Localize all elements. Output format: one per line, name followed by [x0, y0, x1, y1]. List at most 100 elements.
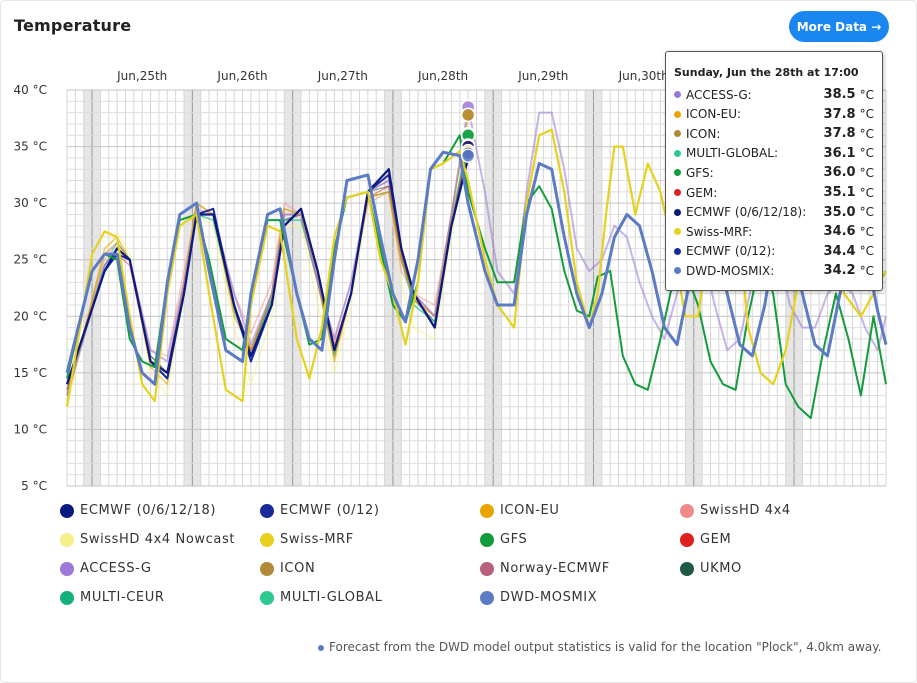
legend-item-ukmo[interactable]: UKMO [680, 561, 742, 576]
tooltip-dot-icon [674, 208, 681, 216]
tooltip-title: Sunday, Jun the 28th at 17:00 [674, 66, 859, 79]
tooltip-row: GFS: 36.0 °C [674, 163, 874, 182]
x-tick-label: Jun,26th [216, 69, 267, 83]
legend-label: GFS [500, 532, 528, 547]
tooltip-row: DWD-MOSMIX: 34.2 °C [674, 261, 874, 280]
tooltip-dot-icon [674, 228, 681, 236]
legend-item-swiss-mrf[interactable]: Swiss-MRF [260, 532, 354, 547]
y-tick-label: 40 °C [14, 83, 47, 97]
legend-dot-icon [260, 503, 274, 518]
y-tick-label: 5 °C [21, 479, 47, 493]
y-tick-label: 25 °C [14, 253, 47, 267]
legend-dot-icon [60, 532, 74, 547]
legend-item-icon[interactable]: ICON [260, 561, 315, 576]
tooltip-value: 36.0 [823, 165, 856, 181]
tooltip-unit: °C [859, 165, 874, 180]
legend-item-multi-ceur[interactable]: MULTI-CEUR [60, 590, 165, 605]
legend-dot-icon [260, 561, 274, 576]
legend-label: UKMO [700, 561, 742, 576]
legend-label: ECMWF (0/6/12/18) [80, 503, 217, 518]
tooltip-row: ACCESS-G: 38.5 °C [674, 85, 874, 104]
legend-dot-icon [60, 590, 74, 605]
legend-item-gem[interactable]: GEM [680, 532, 731, 547]
legend-item-swisshd-4x4-nowcast[interactable]: SwissHD 4x4 Nowcast [60, 532, 235, 547]
legend-dot-icon [260, 532, 274, 547]
tooltip-dot-icon [674, 130, 681, 138]
tooltip-model-name: GEM: [686, 185, 718, 200]
tooltip-value: 34.4 [823, 243, 856, 259]
x-tick-label: Jun,28th [417, 69, 468, 83]
legend-label: DWD-MOSMIX [500, 590, 598, 605]
tooltip-row: GEM: 35.1 °C [674, 183, 874, 202]
legend-dot-icon [60, 561, 74, 576]
y-tick-label: 35 °C [14, 140, 47, 154]
more-data-button[interactable]: More Data → [789, 11, 889, 42]
legend-label: ICON-EU [500, 503, 560, 518]
tooltip-value: 37.8 [823, 106, 856, 122]
tooltip-unit: °C [859, 146, 874, 161]
legend-dot-icon [680, 503, 694, 518]
tooltip-row: ICON-EU: 37.8 °C [674, 105, 874, 124]
tooltip-value: 35.1 [823, 185, 856, 200]
legend-item-access-g[interactable]: ACCESS-G [60, 561, 152, 576]
tooltip-row: ECMWF (0/6/12/18): 35.0 °C [674, 203, 874, 222]
legend-label: Norway-ECMWF [500, 561, 610, 576]
legend-dot-icon [480, 532, 494, 547]
y-tick-label: 15 °C [14, 366, 47, 380]
tooltip-model-name: Swiss-MRF: [686, 224, 753, 239]
tooltip-row: MULTI-GLOBAL: 36.1 °C [674, 144, 874, 163]
hover-marker [460, 107, 476, 123]
legend-item-norway-ecmwf[interactable]: Norway-ECMWF [480, 561, 610, 576]
hover-marker [460, 148, 476, 163]
legend-dot-icon [680, 532, 694, 547]
widget-title: Temperature [14, 16, 132, 35]
footnote-text: Forecast from the DWD model output stati… [329, 640, 882, 654]
legend-dot-icon [480, 590, 494, 605]
tooltip-value: 37.8 [823, 126, 856, 142]
legend-item-icon-eu[interactable]: ICON-EU [480, 503, 560, 518]
tooltip-model-name: ECMWF (0/6/12/18): [686, 205, 807, 220]
tooltip-dot-icon [674, 247, 681, 255]
legend-item-ecmwf-0-12[interactable]: ECMWF (0/12) [260, 503, 380, 518]
tooltip-unit: °C [859, 87, 874, 102]
legend-item-multi-global[interactable]: MULTI-GLOBAL [260, 590, 382, 605]
tooltip-row: ICON: 37.8 °C [674, 124, 874, 143]
tooltip-model-name: ICON: [686, 126, 721, 141]
legend-item-dwd-mosmix[interactable]: DWD-MOSMIX [480, 590, 597, 605]
tooltip-dot-icon [674, 169, 681, 177]
tooltip-model-name: DWD-MOSMIX: [686, 263, 775, 278]
footnote-dot-icon [318, 644, 324, 651]
tooltip-value: 35.0 [823, 204, 856, 220]
tooltip-value: 36.1 [823, 145, 856, 161]
legend-label: MULTI-GLOBAL [280, 590, 383, 605]
tooltip-model-name: ACCESS-G: [686, 87, 752, 102]
series-line-dwd-mosmix [65, 150, 888, 386]
legend-item-swisshd-4x4[interactable]: SwissHD 4x4 [680, 503, 791, 518]
chart-tooltip: Sunday, Jun the 28th at 17:00 ACCESS-G: 3… [665, 51, 883, 291]
legend-label: ACCESS-G [80, 561, 152, 576]
legend-label: ICON [280, 561, 316, 576]
tooltip-unit: °C [859, 126, 874, 141]
tooltip-unit: °C [859, 107, 874, 122]
tooltip-model-name: ECMWF (0/12): [686, 244, 776, 259]
legend-dot-icon [680, 561, 694, 576]
tooltip-value: 38.5 [823, 87, 856, 102]
legend-item-ecmwf-0-6-12-18[interactable]: ECMWF (0/6/12/18) [60, 503, 216, 518]
legend-label: Swiss-MRF [280, 532, 354, 547]
tooltip-model-name: GFS: [686, 165, 714, 180]
tooltip-unit: °C [859, 244, 874, 259]
legend-dot-icon [480, 561, 494, 576]
tooltip-unit: °C [859, 185, 874, 200]
x-tick-label: Jun,25th [116, 69, 167, 83]
tooltip-unit: °C [859, 224, 874, 239]
tooltip-model-name: MULTI-GLOBAL: [686, 146, 778, 161]
footnote: Forecast from the DWD model output stati… [318, 640, 881, 654]
legend-item-gfs[interactable]: GFS [480, 532, 527, 547]
tooltip-dot-icon [674, 189, 681, 196]
x-tick-label: Jun,29th [517, 69, 568, 83]
tooltip-value: 34.6 [823, 224, 856, 240]
tooltip-unit: °C [859, 205, 874, 220]
tooltip-row: Swiss-MRF: 34.6 °C [674, 222, 874, 241]
legend-label: SwissHD 4x4 Nowcast [80, 532, 236, 547]
tooltip-unit: °C [859, 263, 874, 278]
